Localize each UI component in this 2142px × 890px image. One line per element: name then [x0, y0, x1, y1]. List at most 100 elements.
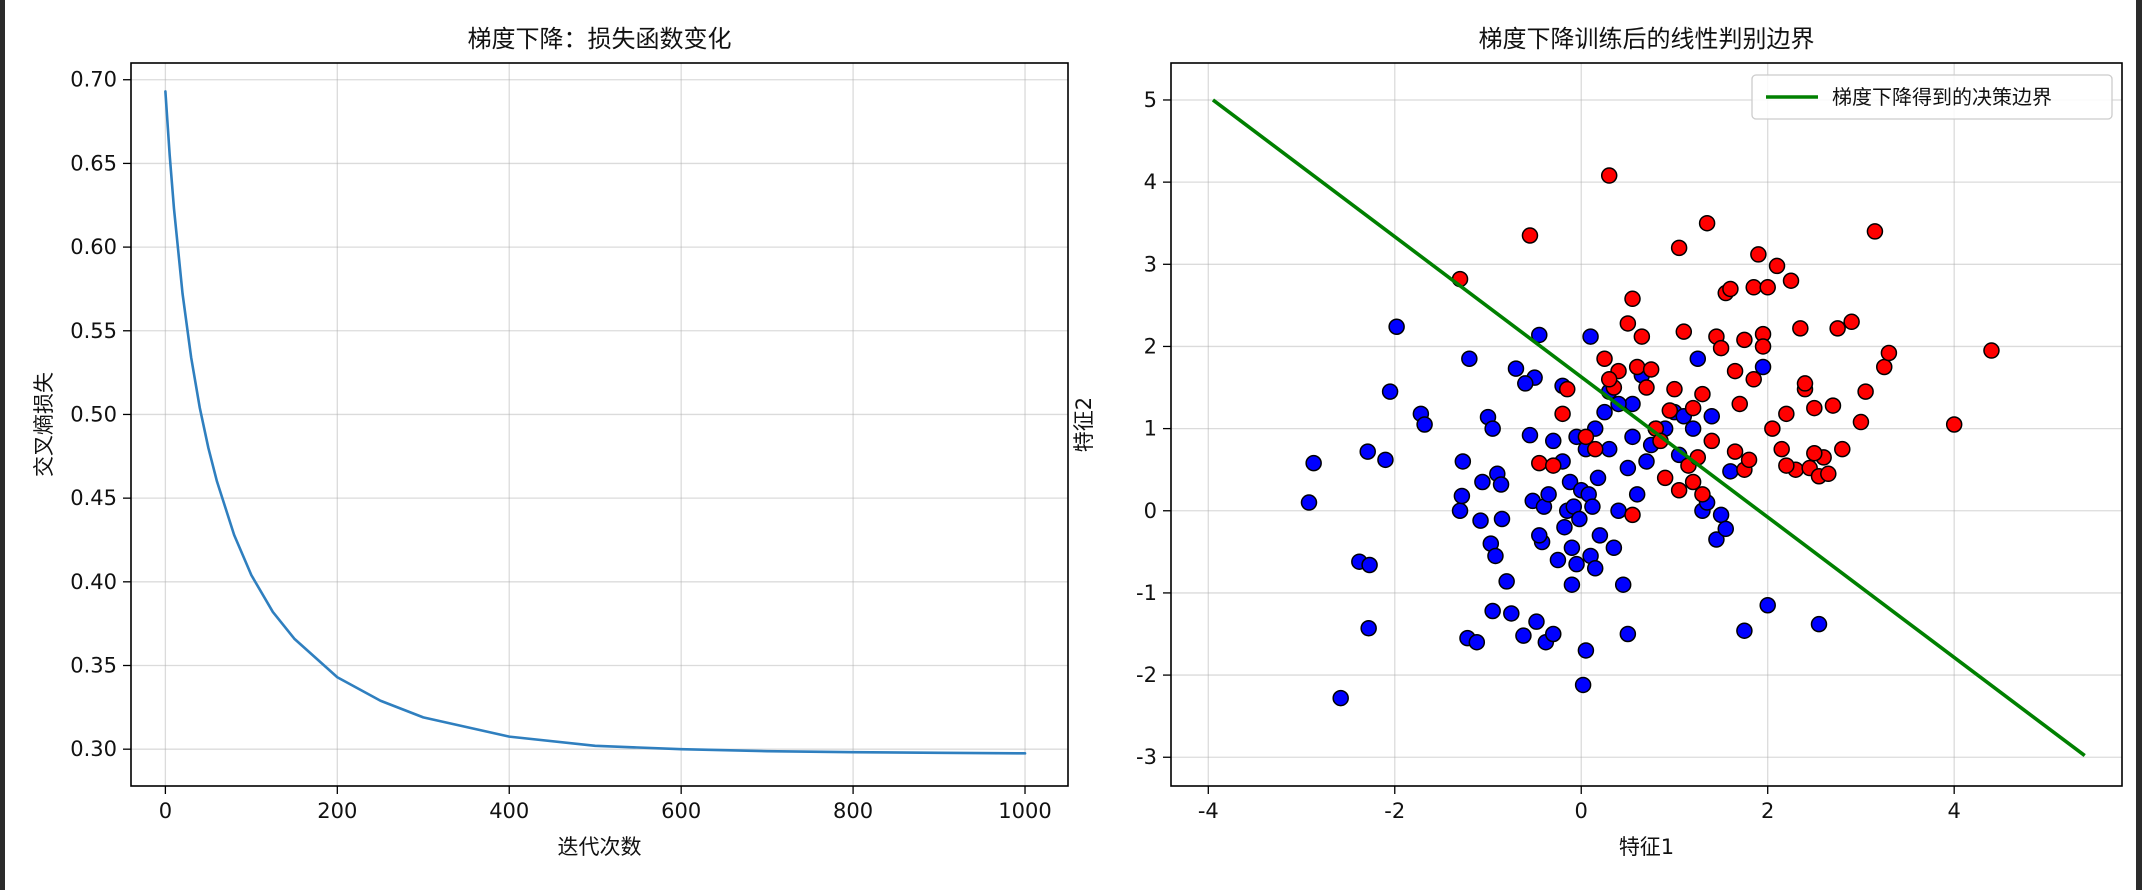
class-1-point	[1843, 313, 1860, 331]
class-0-point	[1453, 487, 1471, 505]
y-tick-label: 0.50	[70, 402, 117, 426]
class-0-point	[1574, 676, 1592, 694]
class-0-point	[1571, 510, 1588, 528]
class-0-point	[1332, 689, 1349, 707]
class-1-point	[1745, 279, 1762, 296]
class-0-point	[1521, 426, 1539, 444]
class-1-point	[1945, 416, 1963, 433]
boundary-chart-y-label: 特征2	[1072, 397, 1096, 452]
boundary-chart-x-ticks: -4 -2 0 2 4	[1198, 786, 1961, 823]
class-1-point	[1759, 279, 1776, 296]
class-0-point	[1582, 328, 1599, 345]
y-tick-label: 4	[1144, 170, 1157, 194]
class-1-point	[1694, 486, 1711, 503]
class-1-point	[1722, 280, 1739, 298]
boundary-chart-series	[1211, 98, 2086, 758]
class-0-point	[1584, 498, 1601, 515]
class-1-point	[1731, 395, 1748, 413]
class-1-point	[1656, 469, 1674, 487]
class-1-point	[1531, 454, 1548, 472]
class-0-point	[1484, 420, 1501, 437]
class-0-point	[1484, 602, 1501, 620]
class-1-point	[1726, 362, 1744, 380]
class-1-point	[1642, 361, 1660, 378]
y-tick-label: 0.60	[70, 235, 117, 259]
class-0-point	[1493, 510, 1511, 528]
class-0-point	[1610, 502, 1627, 520]
y-tick-label: 0.40	[70, 570, 117, 594]
class-0-point	[1531, 527, 1548, 544]
y-tick-label: 0.45	[70, 486, 117, 510]
class-0-point	[1689, 350, 1707, 368]
class-1-point	[1675, 323, 1693, 340]
class-0-point	[1472, 512, 1489, 529]
class-0-point	[1361, 556, 1378, 574]
class-0-point	[1531, 326, 1548, 344]
class-1-point	[1521, 227, 1539, 244]
class-1-point	[1876, 358, 1893, 376]
class-1-point	[1829, 320, 1846, 337]
class-1-point	[1773, 440, 1790, 458]
class-1-point	[1782, 272, 1800, 289]
class-0-point	[1624, 428, 1641, 446]
class-0-point	[1619, 625, 1637, 643]
class-0-point	[1736, 622, 1753, 639]
boundary-chart-legend: 梯度下降得到的决策边界	[1751, 74, 2113, 120]
y-tick-label: -1	[1136, 581, 1157, 605]
y-tick-label: 5	[1144, 88, 1157, 112]
loss-curve-line	[164, 90, 1027, 755]
class-1-point	[1983, 342, 2000, 359]
class-1-point	[1684, 399, 1702, 417]
class-1-point	[1684, 473, 1702, 491]
class-1-point	[1712, 339, 1730, 357]
x-tick-label: -2	[1384, 799, 1405, 823]
class-1-point	[1666, 380, 1683, 398]
class-0-point	[1540, 486, 1557, 503]
class-0-point	[1684, 420, 1702, 437]
class-1-point	[1624, 506, 1641, 524]
class-0-point	[1810, 615, 1828, 633]
class-1-point	[1726, 443, 1744, 460]
class-1-point	[1670, 239, 1688, 257]
class-0-point	[1461, 350, 1478, 368]
class-1-point	[1740, 451, 1758, 469]
class-0-point	[1381, 383, 1399, 400]
class-1-point	[1559, 380, 1576, 398]
class-0-point	[1487, 547, 1504, 565]
class-1-point	[1806, 399, 1823, 417]
class-1-point	[1745, 371, 1762, 388]
class-0-point	[1624, 395, 1641, 413]
class-0-point	[1359, 443, 1376, 460]
class-1-point	[1554, 405, 1571, 423]
boundary-chart-x-label: 特征1	[1619, 835, 1674, 859]
class-1-point	[1852, 413, 1870, 431]
class-0-point	[1503, 605, 1520, 622]
class-0-point	[1300, 494, 1318, 511]
loss-chart: 梯度下降：损失函数变化 0 200 400 600 800 1000 0.300.350.…	[32, 25, 1069, 859]
boundary-chart-y-ticks: -3 -2 -1 0 1 2 3 4 5	[1136, 88, 1171, 769]
class-0-point	[1712, 506, 1730, 524]
class-1-point	[1768, 257, 1786, 275]
class-0-point	[1388, 318, 1405, 335]
class-0-point	[1619, 459, 1637, 477]
x-tick-label: 200	[317, 799, 357, 823]
y-tick-label: 2	[1144, 334, 1157, 358]
class-0-point	[1507, 360, 1525, 377]
y-tick-label: -3	[1136, 745, 1157, 769]
class-0-point	[1577, 642, 1595, 659]
loss-chart-axes-frame	[130, 62, 1069, 787]
x-tick-label: 800	[833, 799, 873, 823]
class-0-point	[1451, 502, 1469, 520]
class-1-point	[1806, 445, 1823, 462]
class-0-point	[1515, 627, 1532, 644]
class-0-point	[1377, 451, 1394, 469]
class-1-point	[1778, 405, 1795, 423]
class-0-point	[1498, 573, 1515, 590]
x-tick-label: 600	[661, 799, 701, 823]
class-0-point	[1545, 625, 1562, 643]
class-1-point	[1577, 428, 1595, 446]
class-1-point	[1624, 290, 1641, 308]
class-0-point	[1596, 403, 1613, 421]
x-tick-label: 0	[1575, 799, 1588, 823]
loss-chart-series	[164, 90, 1027, 755]
